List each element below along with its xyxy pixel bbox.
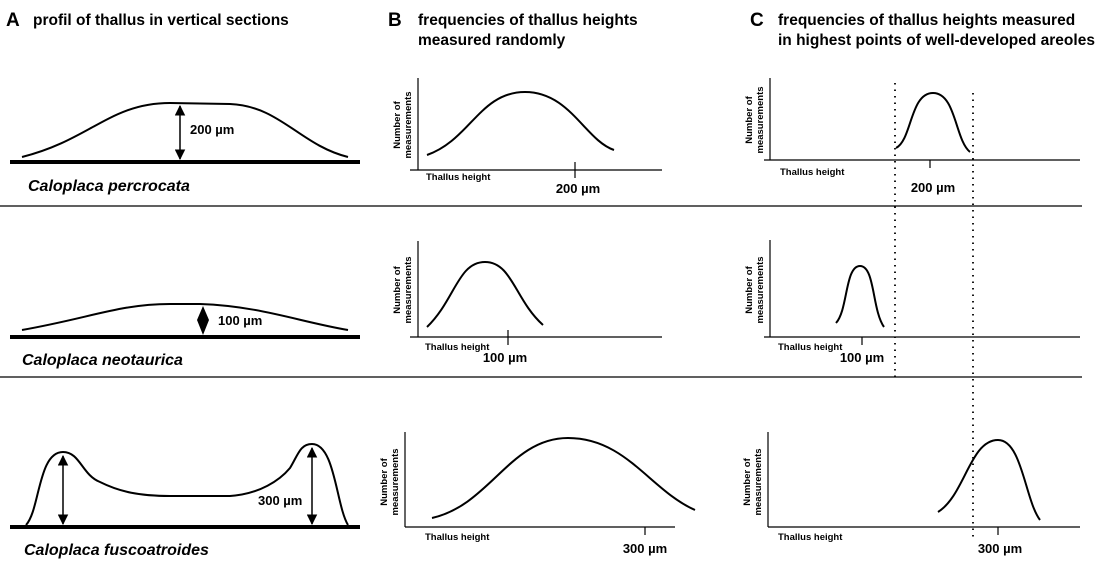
x-label: Thallus height [425,532,490,543]
y-label: measurements [403,91,414,158]
x-label: Thallus height [778,342,843,353]
x-label: Thallus height [426,172,491,183]
y-label: measurements [753,448,764,515]
curve [431,436,696,519]
species: Caloplaca fuscoatroides [24,542,209,559]
curve [835,264,885,328]
curve [426,90,615,156]
x-label: Thallus height [778,532,843,543]
y-label: Number of [742,457,753,505]
panel-title: in highest points of well-developed areo… [778,32,1095,49]
y-label: measurements [403,256,414,323]
y-label: measurements [755,256,766,323]
panel-letter: C [750,10,764,31]
panel-title: profil of thallus in vertical sections [33,12,289,29]
height-label: 200 µm [190,122,234,137]
height-label: 100 µm [218,313,262,328]
profile [25,442,349,526]
profile [21,101,349,158]
y-label: Number of [744,265,755,313]
tick-label: 300 µm [978,541,1022,556]
panel-title: measured randomly [418,32,566,49]
panel-title: frequencies of thallus heights [418,12,638,29]
curve [937,438,1041,521]
species: Caloplaca percrocata [28,178,190,195]
panel-title: frequencies of thallus heights measured [778,12,1075,29]
arrow [197,306,209,335]
y-label: Number of [379,457,390,505]
y-label: measurements [755,86,766,153]
tick-label: 300 µm [623,541,667,556]
species: Caloplaca neotaurica [22,352,183,369]
curve [426,260,544,328]
x-label: Thallus height [425,342,490,353]
panel-letter: A [6,10,20,31]
height-label: 300 µm [258,493,302,508]
tick-label: 100 µm [840,350,884,365]
tick-label: 100 µm [483,350,527,365]
profile [21,303,349,331]
x-label: Thallus height [780,167,845,178]
y-label: Number of [392,100,403,148]
y-label: measurements [390,448,401,515]
panel-letter: B [388,10,402,31]
curve [895,91,971,153]
y-label: Number of [392,265,403,313]
y-label: Number of [744,95,755,143]
tick-label: 200 µm [911,180,955,195]
tick-label: 200 µm [556,181,600,196]
